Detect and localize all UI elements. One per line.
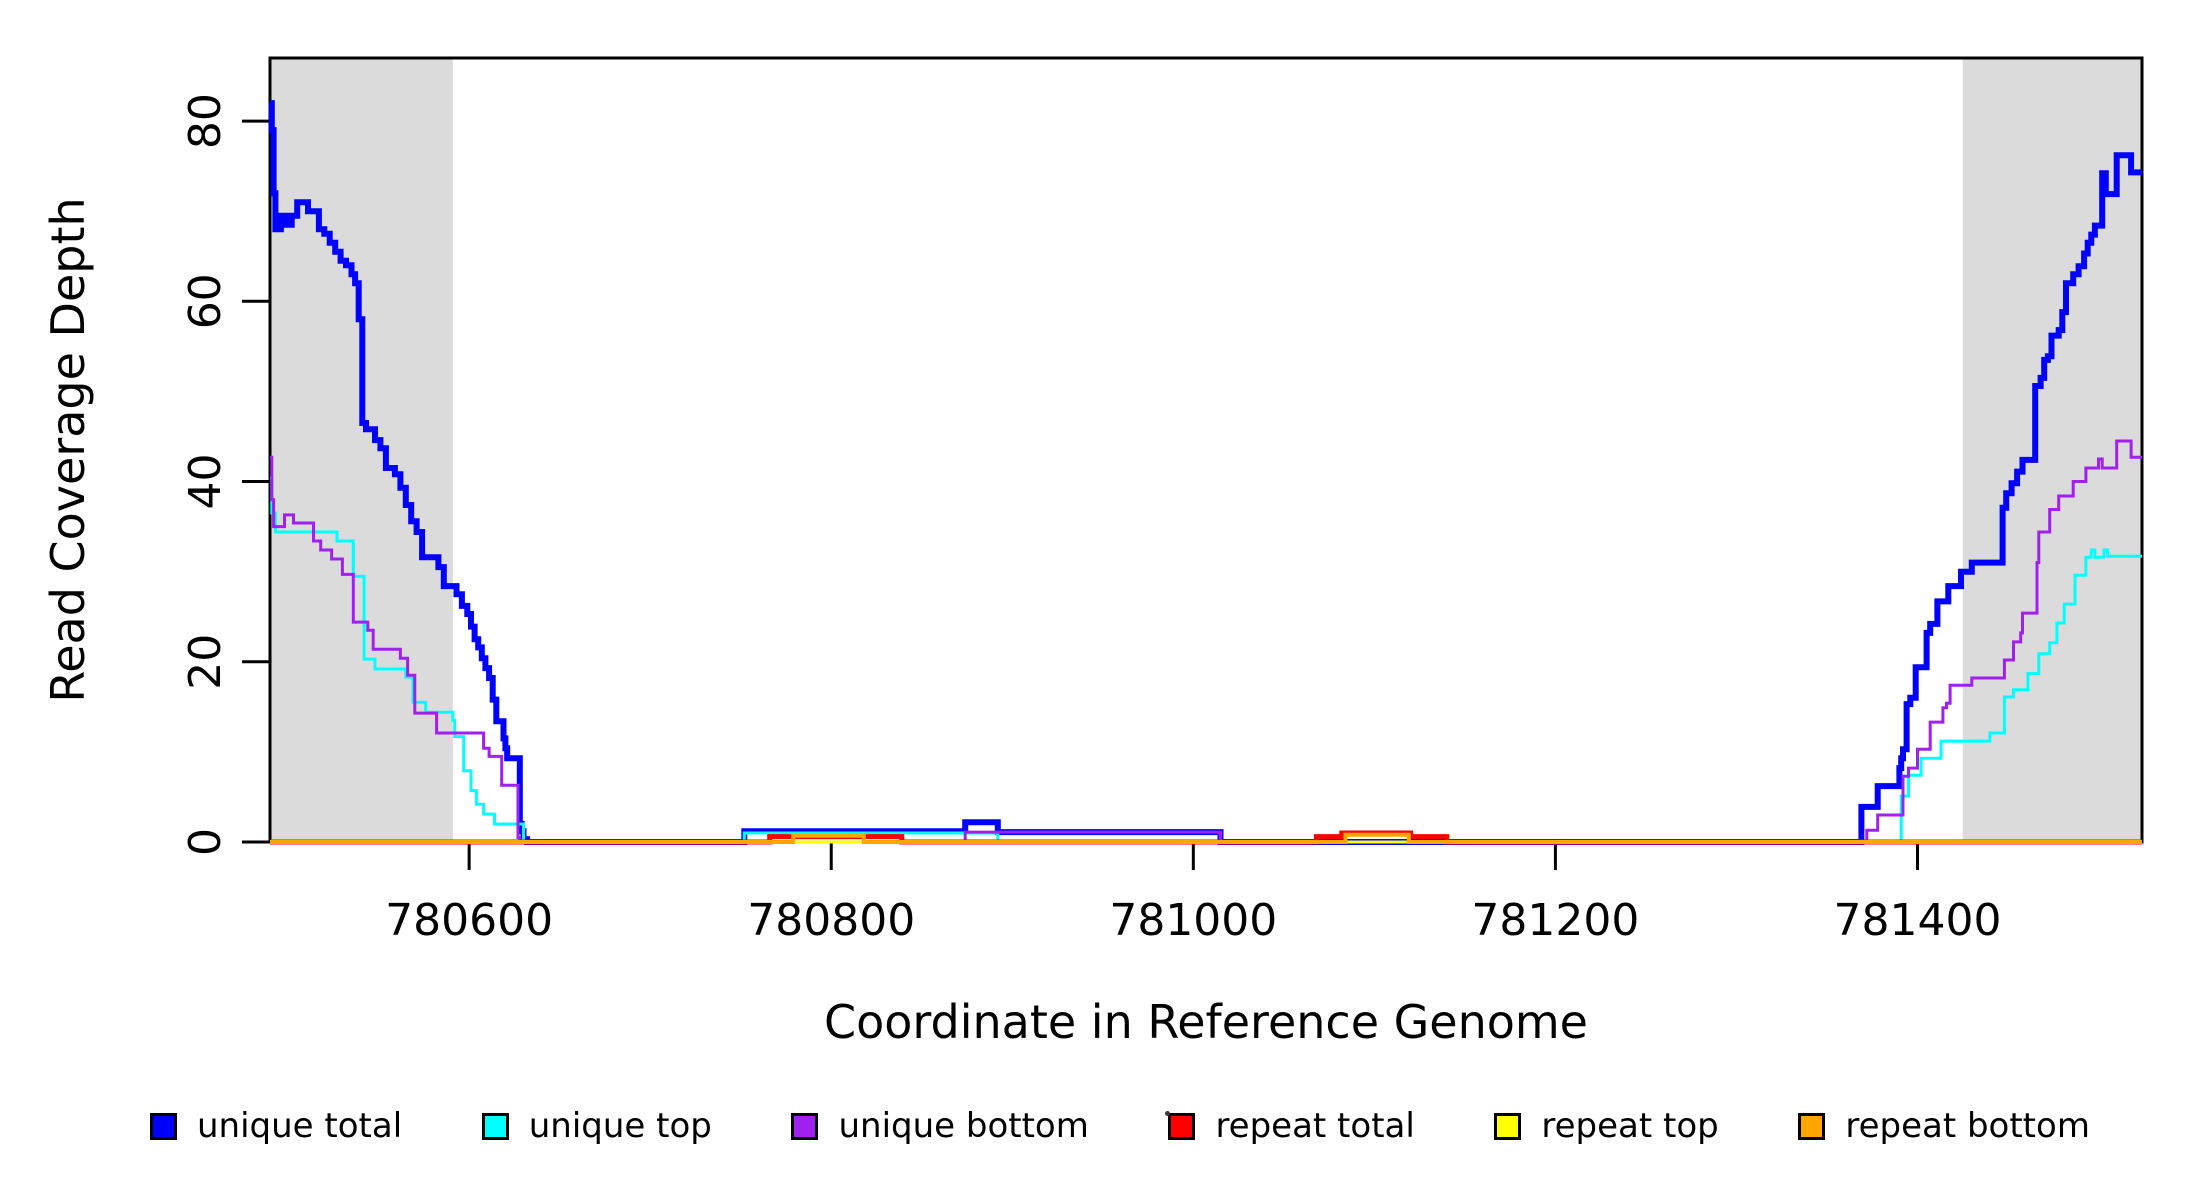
legend-label-repeat-bottom: repeat bottom [1845,1106,2090,1146]
y-tick-label: 80 [180,93,231,149]
y-tick-label: 0 [180,828,231,856]
series-unique-total-line [268,100,2142,845]
series-unique-bottom-line [270,439,2142,844]
left-gray-band [270,58,453,842]
legend-label-repeat-top: repeat top [1541,1106,1719,1146]
plot-border [268,56,2144,844]
series-unique-top-line [270,476,2142,844]
x-tick-label: 781400 [1834,895,2002,946]
y-axis-title: Read Coverage Depth [41,197,95,703]
legend-label-unique-bottom: unique bottom [838,1106,1089,1146]
legend: unique total unique top unique bottom repea… [150,1096,2090,1156]
legend-label-unique-top: unique top [528,1106,712,1146]
legend-item-repeat-top: repeat top [1494,1106,1719,1146]
right-gray-band [1962,58,2142,842]
y-tick-label: 20 [180,634,231,690]
series-repeat-bottom-line [270,832,2142,844]
x-tick-label: 781000 [1109,895,1277,946]
legend-item-unique-bottom: unique bottom [791,1106,1089,1146]
coverage-plot: 780600 780800 781000 781200 781400 0 20 40 60 80 [180,56,2144,946]
legend-item-unique-total: unique total [150,1106,402,1146]
stray-dot [1165,1111,1170,1116]
legend-swatch-repeat-total [1168,1112,1196,1140]
legend-swatch-repeat-bottom [1798,1112,1826,1140]
legend-swatch-unique-total [150,1112,177,1140]
legend-label-repeat-total: repeat total [1215,1106,1415,1146]
legend-item-repeat-total: repeat total [1168,1106,1415,1146]
x-tick-label: 780600 [385,895,553,946]
x-axis-title: Coordinate in Reference Genome [824,995,1588,1049]
legend-label-unique-total: unique total [197,1106,403,1146]
legend-item-repeat-bottom: repeat bottom [1798,1106,2090,1146]
x-tick-label: 780800 [747,895,915,946]
legend-item-unique-top: unique top [481,1106,712,1146]
legend-swatch-repeat-top [1494,1112,1522,1140]
x-tick-label: 781200 [1471,895,1639,946]
legend-swatch-unique-top [481,1112,509,1140]
y-tick-label: 40 [180,454,231,510]
legend-swatch-unique-bottom [791,1112,819,1140]
y-tick-label: 60 [180,273,231,329]
